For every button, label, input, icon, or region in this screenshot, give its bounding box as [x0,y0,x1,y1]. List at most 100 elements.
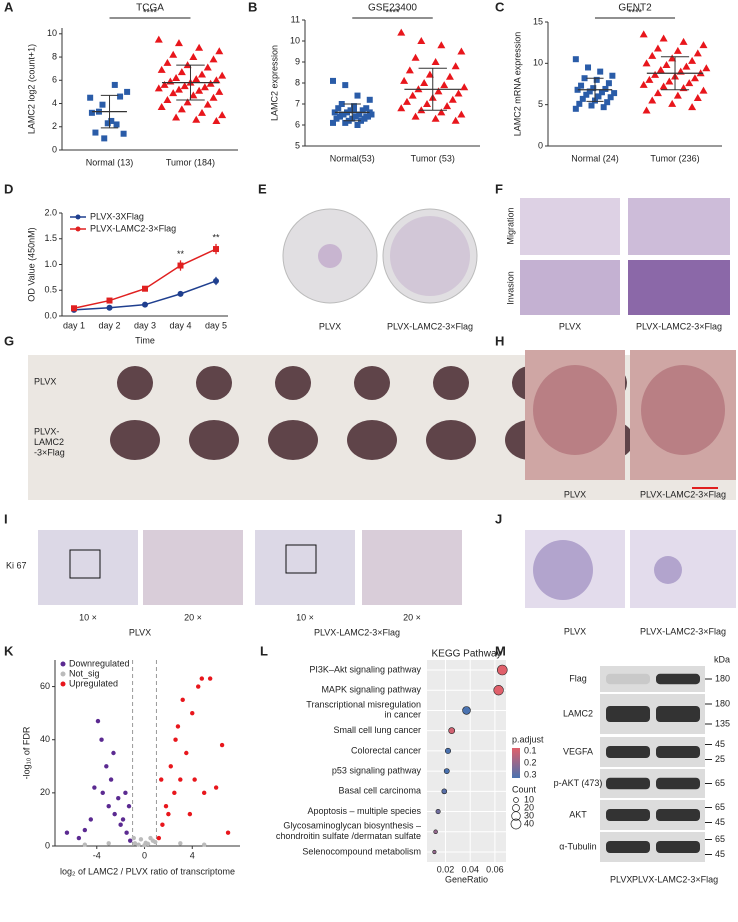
y-tick-label: 0.0 [44,310,57,320]
point [338,111,345,118]
band [606,777,650,790]
y-tick-label: PI3K–Akt signaling pathway [309,664,421,674]
point [642,59,651,67]
dot [493,685,504,696]
size-key [511,811,521,821]
point [699,86,708,94]
band [656,706,700,722]
point [206,79,215,87]
point [213,785,219,790]
point [651,70,660,78]
point [639,30,648,38]
point [201,790,207,796]
panel-label: L [260,643,268,658]
point [359,107,366,114]
band [656,809,700,821]
point [172,73,181,81]
y-tick-label: 60 [40,681,50,691]
y-tick-label: 0 [45,840,50,850]
y-tick-label: MAPK signaling pathway [321,685,421,695]
point [199,676,205,681]
point [668,99,677,107]
point [595,93,602,100]
point [673,46,682,54]
panel-label: C [495,0,505,14]
point [177,262,184,269]
x-tick-label: 4 [190,850,195,860]
point [177,290,184,297]
magnification: 10 × [79,612,97,622]
dot [462,706,471,715]
y-label: OD Value (450nM) [26,227,36,301]
point [702,64,711,72]
point [653,89,662,97]
point [215,47,224,55]
point [662,60,671,68]
point [411,53,420,61]
point [173,737,178,742]
panel-label: I [4,511,8,526]
point [160,822,165,827]
tumor [189,420,239,460]
point [178,777,183,782]
point [192,75,201,83]
tumor [354,366,390,400]
x-tick-label: 0.06 [486,864,504,874]
point [363,113,370,120]
band [606,706,650,722]
panel-label: F [495,181,503,196]
point [153,839,158,845]
point [581,75,588,82]
size-key [513,797,519,803]
text-line: PLVX- [34,427,59,437]
point [434,87,443,95]
x-tick-label: Tumor (236) [650,153,699,163]
point [160,80,169,88]
point [120,130,127,137]
zoom-box [69,549,101,579]
point [131,835,136,841]
point [126,803,132,809]
point [688,103,697,111]
point [123,790,128,796]
point [88,817,94,822]
lane-label: PLVX-LAMC2-3×Flag [632,874,718,884]
y-tick-label: Basal cell carcinoma [338,786,421,796]
band [606,746,650,758]
tumor [426,420,476,460]
ihc-photo [143,530,243,605]
point [354,92,361,99]
legend-label: 10 [524,794,534,804]
band [656,841,700,853]
y-tick-label: 8 [295,77,300,87]
image-label: PLVX [564,489,586,499]
point [101,135,108,142]
transwell-photo [520,198,620,255]
magnification: 20 × [184,612,202,622]
x-tick-label: day 2 [98,320,120,330]
dot [441,788,448,795]
point [588,102,595,109]
x-tick-label: Normal (13) [86,157,134,167]
x-tick-label: 0 [142,850,147,860]
band [606,809,650,821]
zoom-box [285,544,317,574]
point [457,110,466,118]
point [209,93,218,101]
legend-marker [75,226,81,232]
marker-label: 45 [715,849,725,859]
ihc-photo [362,530,462,605]
dot [444,747,452,754]
panel-label: K [4,643,14,658]
point [397,28,406,36]
significance: **** [143,7,158,17]
point [174,39,183,47]
point [397,104,406,112]
tumor [110,420,160,460]
point [175,724,181,729]
point [76,835,82,841]
marker-label: 45 [715,739,725,749]
image-label: PLVX-LAMC2-3×Flag [636,321,722,331]
x-tick-label: day 4 [169,320,191,330]
dot [443,768,450,775]
